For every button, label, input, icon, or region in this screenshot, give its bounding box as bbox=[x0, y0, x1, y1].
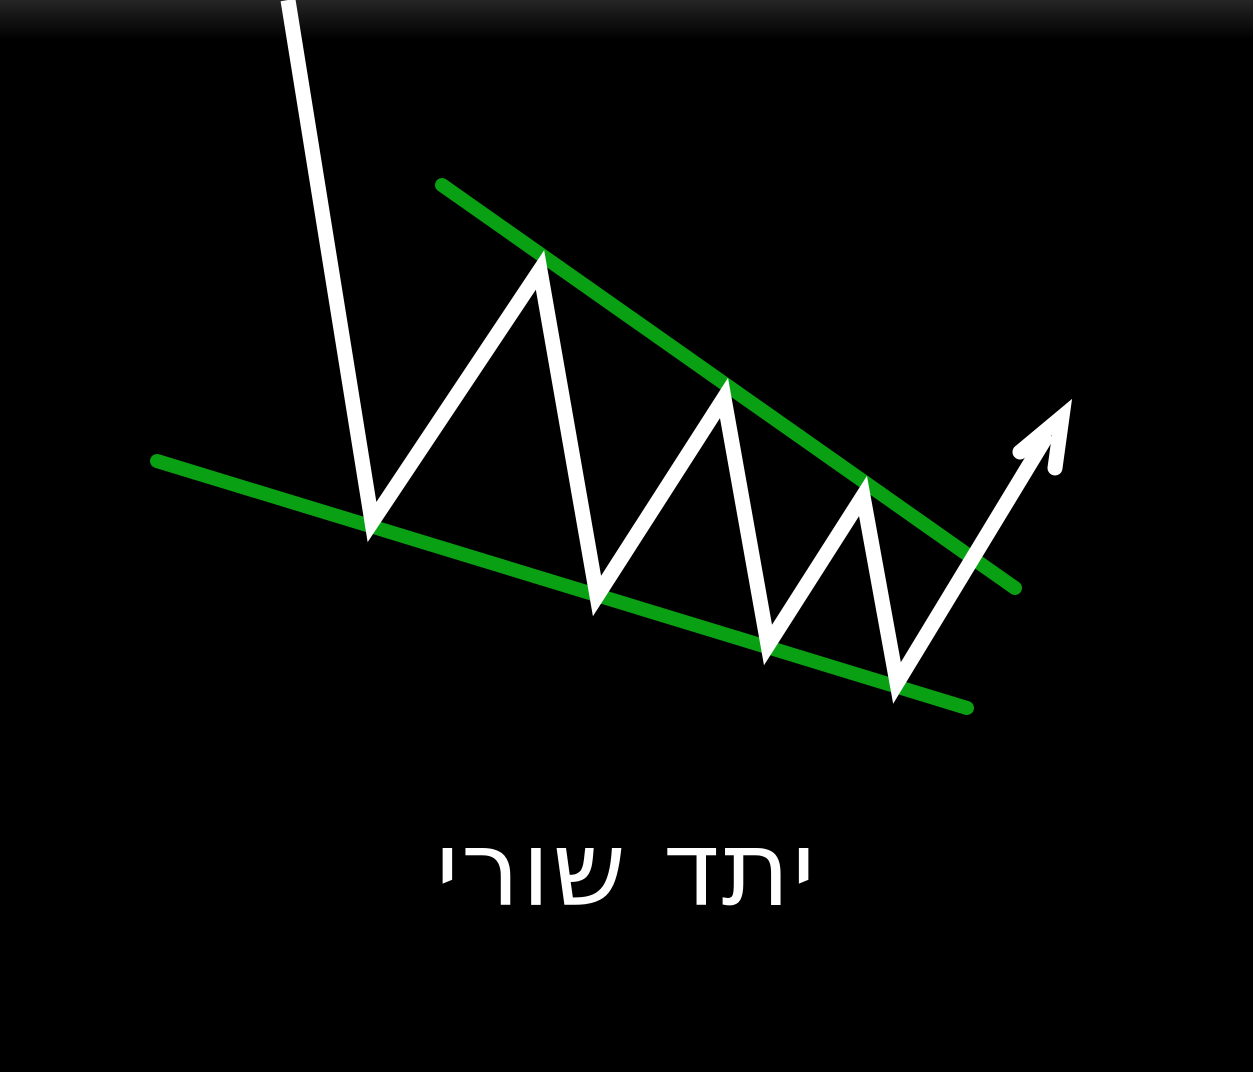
top-shadow bbox=[0, 0, 1253, 40]
arrow-up-right-icon bbox=[1012, 398, 1073, 476]
pattern-caption: יתד שורי bbox=[435, 808, 818, 930]
lower-support-line bbox=[150, 454, 974, 715]
price-path bbox=[280, 0, 1055, 704]
